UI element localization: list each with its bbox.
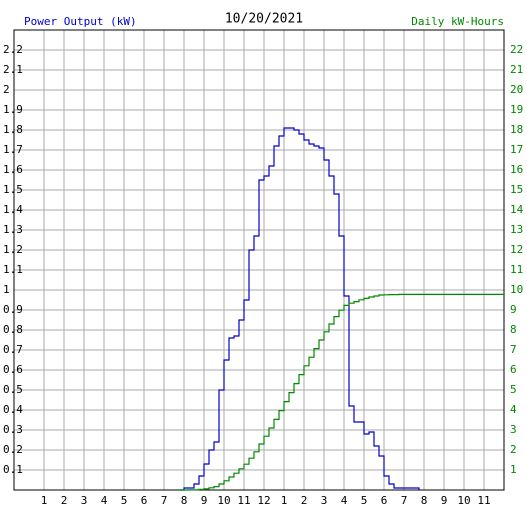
y-tick-label: 1.7 xyxy=(3,143,23,156)
y2-tick-label: 19 xyxy=(510,103,523,116)
y-tick-label: 1.4 xyxy=(3,203,23,216)
y2-tick-label: 17 xyxy=(510,143,523,156)
y-tick-label: 0.5 xyxy=(3,383,23,396)
y2-tick-label: 3 xyxy=(510,423,517,436)
y2-tick-label: 1 xyxy=(510,463,517,476)
y-tick-label: 0.3 xyxy=(3,423,23,436)
y2-tick-label: 4 xyxy=(510,403,517,416)
y2-tick-label: 20 xyxy=(510,83,523,96)
x-tick-label: 3 xyxy=(81,494,88,507)
x-tick-label: 7 xyxy=(161,494,168,507)
y2-tick-label: 15 xyxy=(510,183,523,196)
y2-tick-label: 22 xyxy=(510,43,523,56)
x-tick-label: 8 xyxy=(181,494,188,507)
y-tick-label: 2.2 xyxy=(3,43,23,56)
x-tick-label: 10 xyxy=(217,494,230,507)
x-tick-label: 10 xyxy=(457,494,470,507)
x-tick-label: 1 xyxy=(281,494,288,507)
y-tick-label: 0.8 xyxy=(3,323,23,336)
y-tick-label: 2 xyxy=(3,83,10,96)
x-tick-label: 11 xyxy=(477,494,490,507)
y2-tick-label: 13 xyxy=(510,223,523,236)
y-tick-label: 1.5 xyxy=(3,183,23,196)
y-tick-label: 1.6 xyxy=(3,163,23,176)
series-line xyxy=(179,293,504,491)
x-tick-label: 11 xyxy=(237,494,250,507)
x-tick-label: 5 xyxy=(121,494,128,507)
y-tick-label: 1.8 xyxy=(3,123,23,136)
x-tick-label: 6 xyxy=(141,494,148,507)
y2-tick-label: 5 xyxy=(510,383,517,396)
y-tick-label: 1.1 xyxy=(3,263,23,276)
y2-tick-label: 10 xyxy=(510,283,523,296)
series-line xyxy=(179,127,420,491)
x-tick-label: 2 xyxy=(61,494,68,507)
y2-tick-label: 18 xyxy=(510,123,523,136)
x-tick-label: 8 xyxy=(421,494,428,507)
x-tick-label: 2 xyxy=(301,494,308,507)
y2-axis-label: Daily kW-Hours xyxy=(411,15,504,28)
y-tick-label: 0.6 xyxy=(3,363,23,376)
x-tick-label: 12 xyxy=(257,494,270,507)
y2-tick-label: 11 xyxy=(510,263,523,276)
y-tick-label: 2.1 xyxy=(3,63,23,76)
y2-tick-label: 9 xyxy=(510,303,517,316)
y-tick-label: 0.9 xyxy=(3,303,23,316)
x-tick-label: 3 xyxy=(321,494,328,507)
plot-border xyxy=(13,29,505,491)
y-tick-label: 1.2 xyxy=(3,243,23,256)
y2-tick-label: 21 xyxy=(510,63,523,76)
y2-tick-label: 12 xyxy=(510,243,523,256)
chart-title: 10/20/2021 xyxy=(225,12,303,27)
x-tick-label: 7 xyxy=(401,494,408,507)
y-tick-label: 1.3 xyxy=(3,223,23,236)
y-tick-label: 1.9 xyxy=(3,103,23,116)
x-tick-label: 4 xyxy=(101,494,108,507)
x-tick-label: 9 xyxy=(441,494,448,507)
x-tick-label: 6 xyxy=(381,494,388,507)
y-tick-label: 1 xyxy=(3,283,10,296)
x-tick-label: 4 xyxy=(341,494,348,507)
y2-tick-label: 14 xyxy=(510,203,524,216)
y-tick-label: 0.7 xyxy=(3,343,23,356)
y-tick-label: 0.1 xyxy=(3,463,23,476)
y2-tick-label: 7 xyxy=(510,343,517,356)
x-tick-label: 5 xyxy=(361,494,368,507)
y-axis-label: Power Output (kW) xyxy=(24,15,137,28)
y2-tick-label: 2 xyxy=(510,443,517,456)
y-tick-label: 0.2 xyxy=(3,443,23,456)
y2-tick-label: 6 xyxy=(510,363,517,376)
y2-tick-label: 8 xyxy=(510,323,517,336)
y2-tick-label: 16 xyxy=(510,163,523,176)
y-tick-label: 0.4 xyxy=(3,403,23,416)
x-tick-label: 9 xyxy=(201,494,208,507)
x-tick-label: 1 xyxy=(41,494,48,507)
